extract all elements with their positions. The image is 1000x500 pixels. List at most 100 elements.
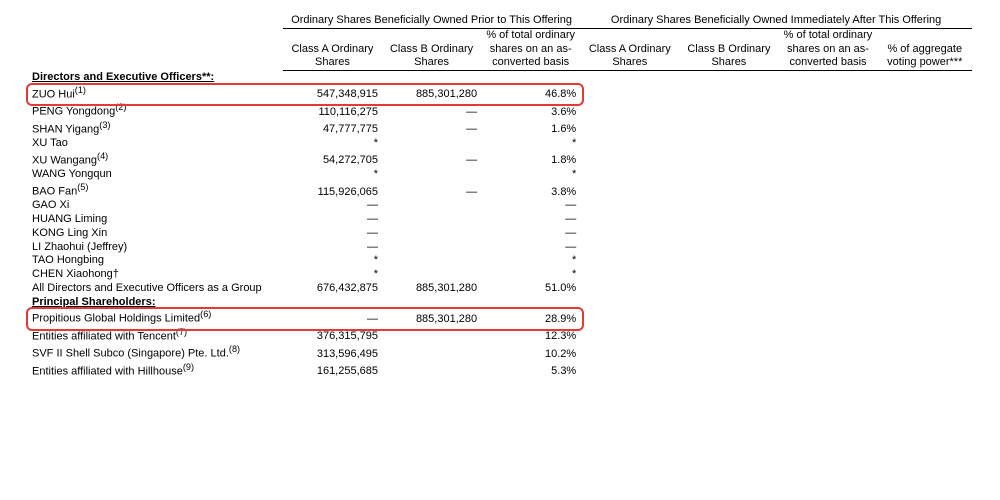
row-value bbox=[679, 327, 778, 344]
row-value: * bbox=[283, 268, 382, 282]
row-name: Entities affiliated with Hillhouse(9) bbox=[28, 362, 283, 379]
row-name: CHEN Xiaohong† bbox=[28, 268, 283, 282]
row-value bbox=[778, 362, 877, 379]
table-header: Ordinary Shares Beneficially Owned Prior… bbox=[28, 14, 972, 71]
col-classA-pre: Class A Ordinary Shares bbox=[283, 28, 382, 70]
row-pct: 3.6% bbox=[481, 102, 580, 119]
row-value bbox=[580, 85, 679, 102]
row-pct: * bbox=[481, 254, 580, 268]
row-value bbox=[878, 199, 972, 213]
table-row: SVF II Shell Subco (Singapore) Pte. Ltd.… bbox=[28, 344, 972, 361]
super-header-after: Ordinary Shares Beneficially Owned Immed… bbox=[580, 14, 972, 28]
row-value bbox=[778, 102, 877, 119]
row-value bbox=[778, 120, 877, 137]
row-name: HUANG Liming bbox=[28, 213, 283, 227]
row-value bbox=[580, 241, 679, 255]
row-pct: 1.6% bbox=[481, 120, 580, 137]
row-value bbox=[580, 309, 679, 326]
row-value bbox=[580, 199, 679, 213]
row-pct: 1.8% bbox=[481, 151, 580, 168]
col-pct-pre: % of total ordinary shares on an as-conv… bbox=[481, 28, 580, 70]
row-value bbox=[382, 199, 481, 213]
row-pct: — bbox=[481, 227, 580, 241]
row-value: 161,255,685 bbox=[283, 362, 382, 379]
row-value bbox=[778, 85, 877, 102]
row-value bbox=[778, 309, 877, 326]
row-value bbox=[382, 227, 481, 241]
row-value: 54,272,705 bbox=[283, 151, 382, 168]
row-value bbox=[679, 227, 778, 241]
row-value bbox=[778, 168, 877, 182]
row-value bbox=[878, 309, 972, 326]
row-name: SVF II Shell Subco (Singapore) Pte. Ltd.… bbox=[28, 344, 283, 361]
row-value bbox=[878, 344, 972, 361]
row-value bbox=[679, 199, 778, 213]
col-classA-post: Class A Ordinary Shares bbox=[580, 28, 679, 70]
row-value bbox=[778, 199, 877, 213]
row-value bbox=[679, 254, 778, 268]
table-row: Entities affiliated with Hillhouse(9)161… bbox=[28, 362, 972, 379]
row-value: — bbox=[283, 199, 382, 213]
section-header: Directors and Executive Officers**: bbox=[28, 71, 972, 85]
row-value bbox=[580, 137, 679, 151]
row-pct: 51.0% bbox=[481, 282, 580, 296]
row-value bbox=[878, 282, 972, 296]
row-name: LI Zhaohui (Jeffrey) bbox=[28, 241, 283, 255]
row-value bbox=[679, 213, 778, 227]
row-name: XU Tao bbox=[28, 137, 283, 151]
row-value bbox=[580, 268, 679, 282]
table-row: WANG Yongqun** bbox=[28, 168, 972, 182]
row-value bbox=[580, 282, 679, 296]
table-row: HUANG Liming—— bbox=[28, 213, 972, 227]
row-value bbox=[580, 151, 679, 168]
table-row: ZUO Hui(1)547,348,915885,301,28046.8% bbox=[28, 85, 972, 102]
row-value: — bbox=[382, 120, 481, 137]
row-value: * bbox=[283, 168, 382, 182]
row-value bbox=[382, 362, 481, 379]
row-pct: — bbox=[481, 241, 580, 255]
row-value: 547,348,915 bbox=[283, 85, 382, 102]
row-value bbox=[580, 102, 679, 119]
row-name: BAO Fan(5) bbox=[28, 182, 283, 199]
row-pct: * bbox=[481, 268, 580, 282]
table-body: Directors and Executive Officers**:ZUO H… bbox=[28, 71, 972, 379]
row-value bbox=[679, 344, 778, 361]
row-value bbox=[382, 327, 481, 344]
row-value bbox=[878, 227, 972, 241]
table-row: XU Tao** bbox=[28, 137, 972, 151]
row-value bbox=[778, 241, 877, 255]
table-row: PENG Yongdong(2)110,116,275—3.6% bbox=[28, 102, 972, 119]
col-voting: % of aggregate voting power*** bbox=[878, 28, 972, 70]
row-value bbox=[679, 182, 778, 199]
share-ownership-table-container: Ordinary Shares Beneficially Owned Prior… bbox=[28, 14, 972, 379]
row-name: All Directors and Executive Officers as … bbox=[28, 282, 283, 296]
row-value bbox=[679, 102, 778, 119]
row-value bbox=[580, 120, 679, 137]
col-classB-post: Class B Ordinary Shares bbox=[679, 28, 778, 70]
row-value: * bbox=[283, 254, 382, 268]
table-row: BAO Fan(5)115,926,065—3.8% bbox=[28, 182, 972, 199]
row-value: — bbox=[283, 213, 382, 227]
row-value bbox=[778, 268, 877, 282]
row-value bbox=[878, 362, 972, 379]
row-value: — bbox=[382, 182, 481, 199]
row-value: 376,315,795 bbox=[283, 327, 382, 344]
row-value bbox=[679, 137, 778, 151]
row-pct: 46.8% bbox=[481, 85, 580, 102]
col-pct-post: % of total ordinary shares on an as-conv… bbox=[778, 28, 877, 70]
row-value bbox=[580, 254, 679, 268]
row-name: ZUO Hui(1) bbox=[28, 85, 283, 102]
row-value bbox=[679, 168, 778, 182]
table-row: TAO Hongbing** bbox=[28, 254, 972, 268]
section-header: Principal Shareholders: bbox=[28, 296, 972, 310]
row-value bbox=[679, 120, 778, 137]
row-value bbox=[778, 137, 877, 151]
row-value bbox=[679, 362, 778, 379]
row-value bbox=[679, 282, 778, 296]
row-value bbox=[878, 268, 972, 282]
row-name: Entities affiliated with Tencent(7) bbox=[28, 327, 283, 344]
row-value: 313,596,495 bbox=[283, 344, 382, 361]
row-pct: 28.9% bbox=[481, 309, 580, 326]
row-value bbox=[778, 254, 877, 268]
row-value bbox=[382, 241, 481, 255]
